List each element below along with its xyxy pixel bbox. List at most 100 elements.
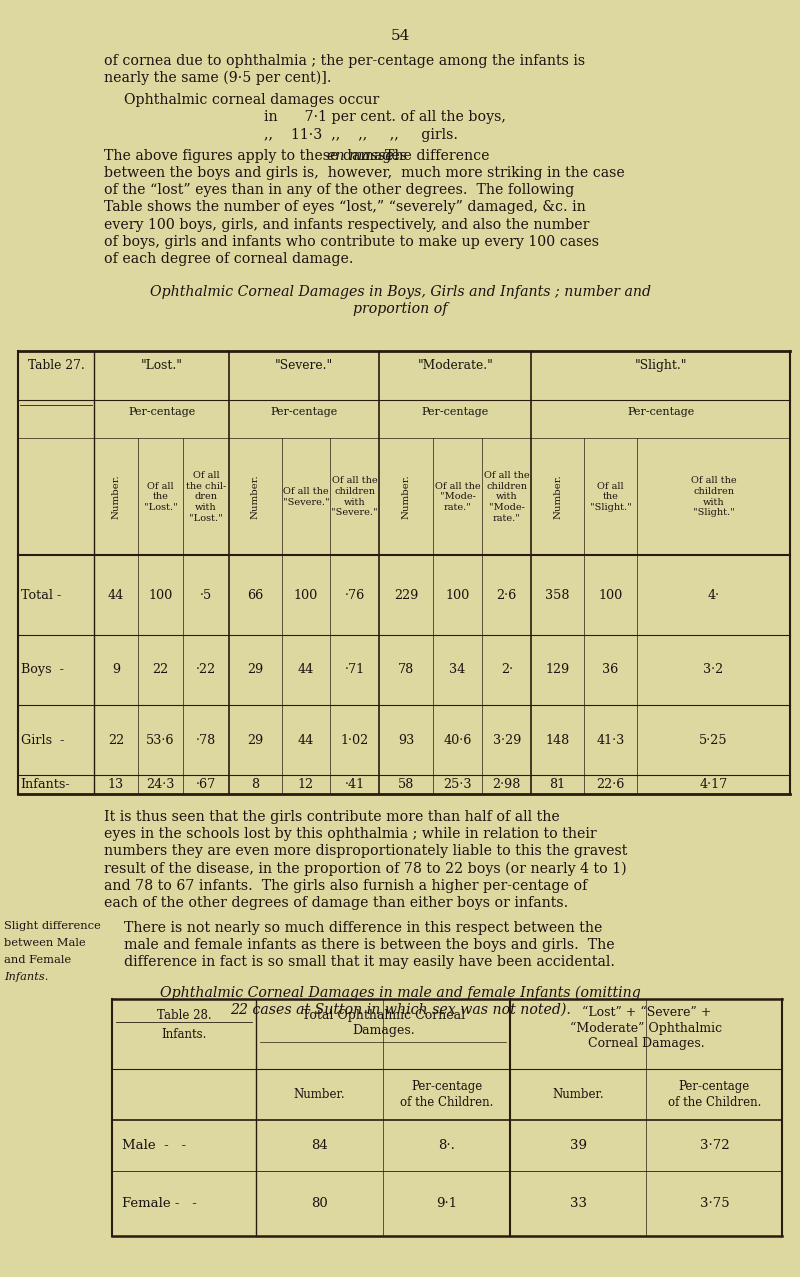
Text: 33: 33 — [570, 1197, 587, 1211]
Text: Of all the
children
with
"Slight.": Of all the children with "Slight." — [690, 476, 737, 517]
Text: Girls  -: Girls - — [21, 733, 64, 747]
Text: "Slight.": "Slight." — [634, 359, 687, 372]
Text: 2·: 2· — [501, 663, 513, 677]
Text: proportion of: proportion of — [353, 301, 447, 315]
Text: 13: 13 — [108, 778, 124, 792]
Text: 100: 100 — [148, 589, 173, 601]
Text: Infants.: Infants. — [4, 973, 48, 982]
Text: Ophthalmic corneal damages occur: Ophthalmic corneal damages occur — [124, 93, 379, 107]
Text: It is thus seen that the girls contribute more than half of all the: It is thus seen that the girls contribut… — [104, 810, 560, 824]
Text: Number.: Number. — [250, 474, 260, 520]
Text: Corneal Damages.: Corneal Damages. — [588, 1037, 705, 1050]
Text: 148: 148 — [546, 733, 570, 747]
Text: Number.: Number. — [111, 474, 121, 520]
Text: Of all
the
"Lost.": Of all the "Lost." — [143, 481, 178, 512]
Text: 9: 9 — [112, 663, 120, 677]
Text: numbers they are even more disproportionately liable to this the gravest: numbers they are even more disproportion… — [104, 844, 627, 858]
Text: 5·25: 5·25 — [699, 733, 728, 747]
Text: 25·3: 25·3 — [443, 778, 472, 792]
Text: of each degree of corneal damage.: of each degree of corneal damage. — [104, 252, 354, 266]
Text: Per-centage: Per-centage — [627, 407, 694, 418]
Text: Of all
the chil-
dren
with
"Lost.": Of all the chil- dren with "Lost." — [186, 471, 226, 522]
Text: Infants-: Infants- — [21, 778, 70, 792]
Text: 44: 44 — [298, 733, 314, 747]
Text: in      7·1 per cent. of all the boys,: in 7·1 per cent. of all the boys, — [264, 110, 506, 124]
Text: Of all the
children
with
"Severe.": Of all the children with "Severe." — [331, 476, 378, 517]
Text: ·41: ·41 — [345, 778, 365, 792]
Text: 78: 78 — [398, 663, 414, 677]
Text: Infants.: Infants. — [162, 1028, 206, 1041]
Text: 3·29: 3·29 — [493, 733, 521, 747]
Text: 3·2: 3·2 — [703, 663, 724, 677]
Text: ·5: ·5 — [200, 589, 212, 601]
Text: ·67: ·67 — [196, 778, 216, 792]
Text: Per-centage: Per-centage — [128, 407, 195, 418]
Text: "Severe.": "Severe." — [275, 359, 333, 372]
Text: en masse.: en masse. — [327, 148, 398, 162]
Text: and Female: and Female — [4, 955, 71, 965]
Text: Number.: Number. — [553, 1088, 604, 1101]
Text: 80: 80 — [311, 1197, 328, 1211]
Text: 53·6: 53·6 — [146, 733, 174, 747]
Text: "Moderate.": "Moderate." — [418, 359, 493, 372]
Text: Of all
the
"Slight.": Of all the "Slight." — [590, 481, 631, 512]
Text: 3·72: 3·72 — [699, 1139, 730, 1152]
Text: 22: 22 — [152, 663, 169, 677]
Text: 2·98: 2·98 — [493, 778, 521, 792]
Text: of cornea due to ophthalmia ; the per-centage among the infants is: of cornea due to ophthalmia ; the per-ce… — [104, 54, 585, 68]
Text: Slight difference: Slight difference — [4, 921, 101, 931]
Text: Female -   -: Female - - — [122, 1197, 197, 1211]
Text: 58: 58 — [398, 778, 414, 792]
Text: ·22: ·22 — [196, 663, 216, 677]
Text: 229: 229 — [394, 589, 418, 601]
Text: Boys  -: Boys - — [21, 663, 64, 677]
Text: Per-centage
of the Children.: Per-centage of the Children. — [668, 1080, 761, 1108]
Text: 44: 44 — [298, 663, 314, 677]
Text: 100: 100 — [598, 589, 622, 601]
Text: 22: 22 — [108, 733, 124, 747]
Text: "Lost.": "Lost." — [141, 359, 182, 372]
Text: Ophthalmic Corneal Damages in Boys, Girls and Infants ; number and: Ophthalmic Corneal Damages in Boys, Girl… — [150, 285, 650, 299]
Text: Per-centage: Per-centage — [422, 407, 489, 418]
Text: The above figures apply to these damages: The above figures apply to these damages — [104, 148, 411, 162]
Text: Of all the
"Mode-
rate.": Of all the "Mode- rate." — [434, 481, 481, 512]
Text: 100: 100 — [446, 589, 470, 601]
Text: Number.: Number. — [402, 474, 410, 520]
Text: every 100 boys, girls, and infants respectively, and also the number: every 100 boys, girls, and infants respe… — [104, 217, 590, 231]
Text: of boys, girls and infants who contribute to make up every 100 cases: of boys, girls and infants who contribut… — [104, 235, 599, 249]
Text: nearly the same (9·5 per cent)].: nearly the same (9·5 per cent)]. — [104, 70, 331, 86]
Text: Damages.: Damages. — [352, 1024, 414, 1037]
Text: 4·: 4· — [707, 589, 720, 601]
Text: 93: 93 — [398, 733, 414, 747]
Text: between the boys and girls is,  however,  much more striking in the case: between the boys and girls is, however, … — [104, 166, 625, 180]
Text: Per-centage: Per-centage — [270, 407, 338, 418]
Text: 358: 358 — [546, 589, 570, 601]
Text: 1·02: 1·02 — [341, 733, 369, 747]
Text: and 78 to 67 infants.  The girls also furnish a higher per-centage of: and 78 to 67 infants. The girls also fur… — [104, 879, 587, 893]
Text: 100: 100 — [294, 589, 318, 601]
Text: 22 cases at Sutton in which sex was not noted).: 22 cases at Sutton in which sex was not … — [230, 1002, 570, 1016]
Text: 3·75: 3·75 — [699, 1197, 730, 1211]
Text: 8: 8 — [251, 778, 259, 792]
Text: ·71: ·71 — [345, 663, 365, 677]
Text: difference in fact is so small that it may easily have been accidental.: difference in fact is so small that it m… — [124, 955, 615, 969]
Text: male and female infants as there is between the boys and girls.  The: male and female infants as there is betw… — [124, 939, 614, 951]
Text: 84: 84 — [311, 1139, 328, 1152]
Text: 22·6: 22·6 — [596, 778, 625, 792]
Text: 40·6: 40·6 — [443, 733, 472, 747]
Text: “Moderate” Ophthalmic: “Moderate” Ophthalmic — [570, 1022, 722, 1034]
Text: 2·6: 2·6 — [497, 589, 517, 601]
Text: Total Ophthalmic Corneal: Total Ophthalmic Corneal — [302, 1009, 465, 1022]
Text: Table shows the number of eyes “lost,” “severely” damaged, &c. in: Table shows the number of eyes “lost,” “… — [104, 200, 586, 215]
Text: Number.: Number. — [294, 1088, 346, 1101]
Text: 39: 39 — [570, 1139, 587, 1152]
Text: 12: 12 — [298, 778, 314, 792]
Text: ·76: ·76 — [345, 589, 365, 601]
Text: 36: 36 — [602, 663, 618, 677]
Text: between Male: between Male — [4, 939, 86, 948]
Text: Total -: Total - — [21, 589, 61, 601]
Text: 9·1: 9·1 — [436, 1197, 458, 1211]
Text: 129: 129 — [546, 663, 570, 677]
Text: each of the other degrees of damage than either boys or infants.: each of the other degrees of damage than… — [104, 896, 568, 909]
Text: 4·17: 4·17 — [699, 778, 728, 792]
